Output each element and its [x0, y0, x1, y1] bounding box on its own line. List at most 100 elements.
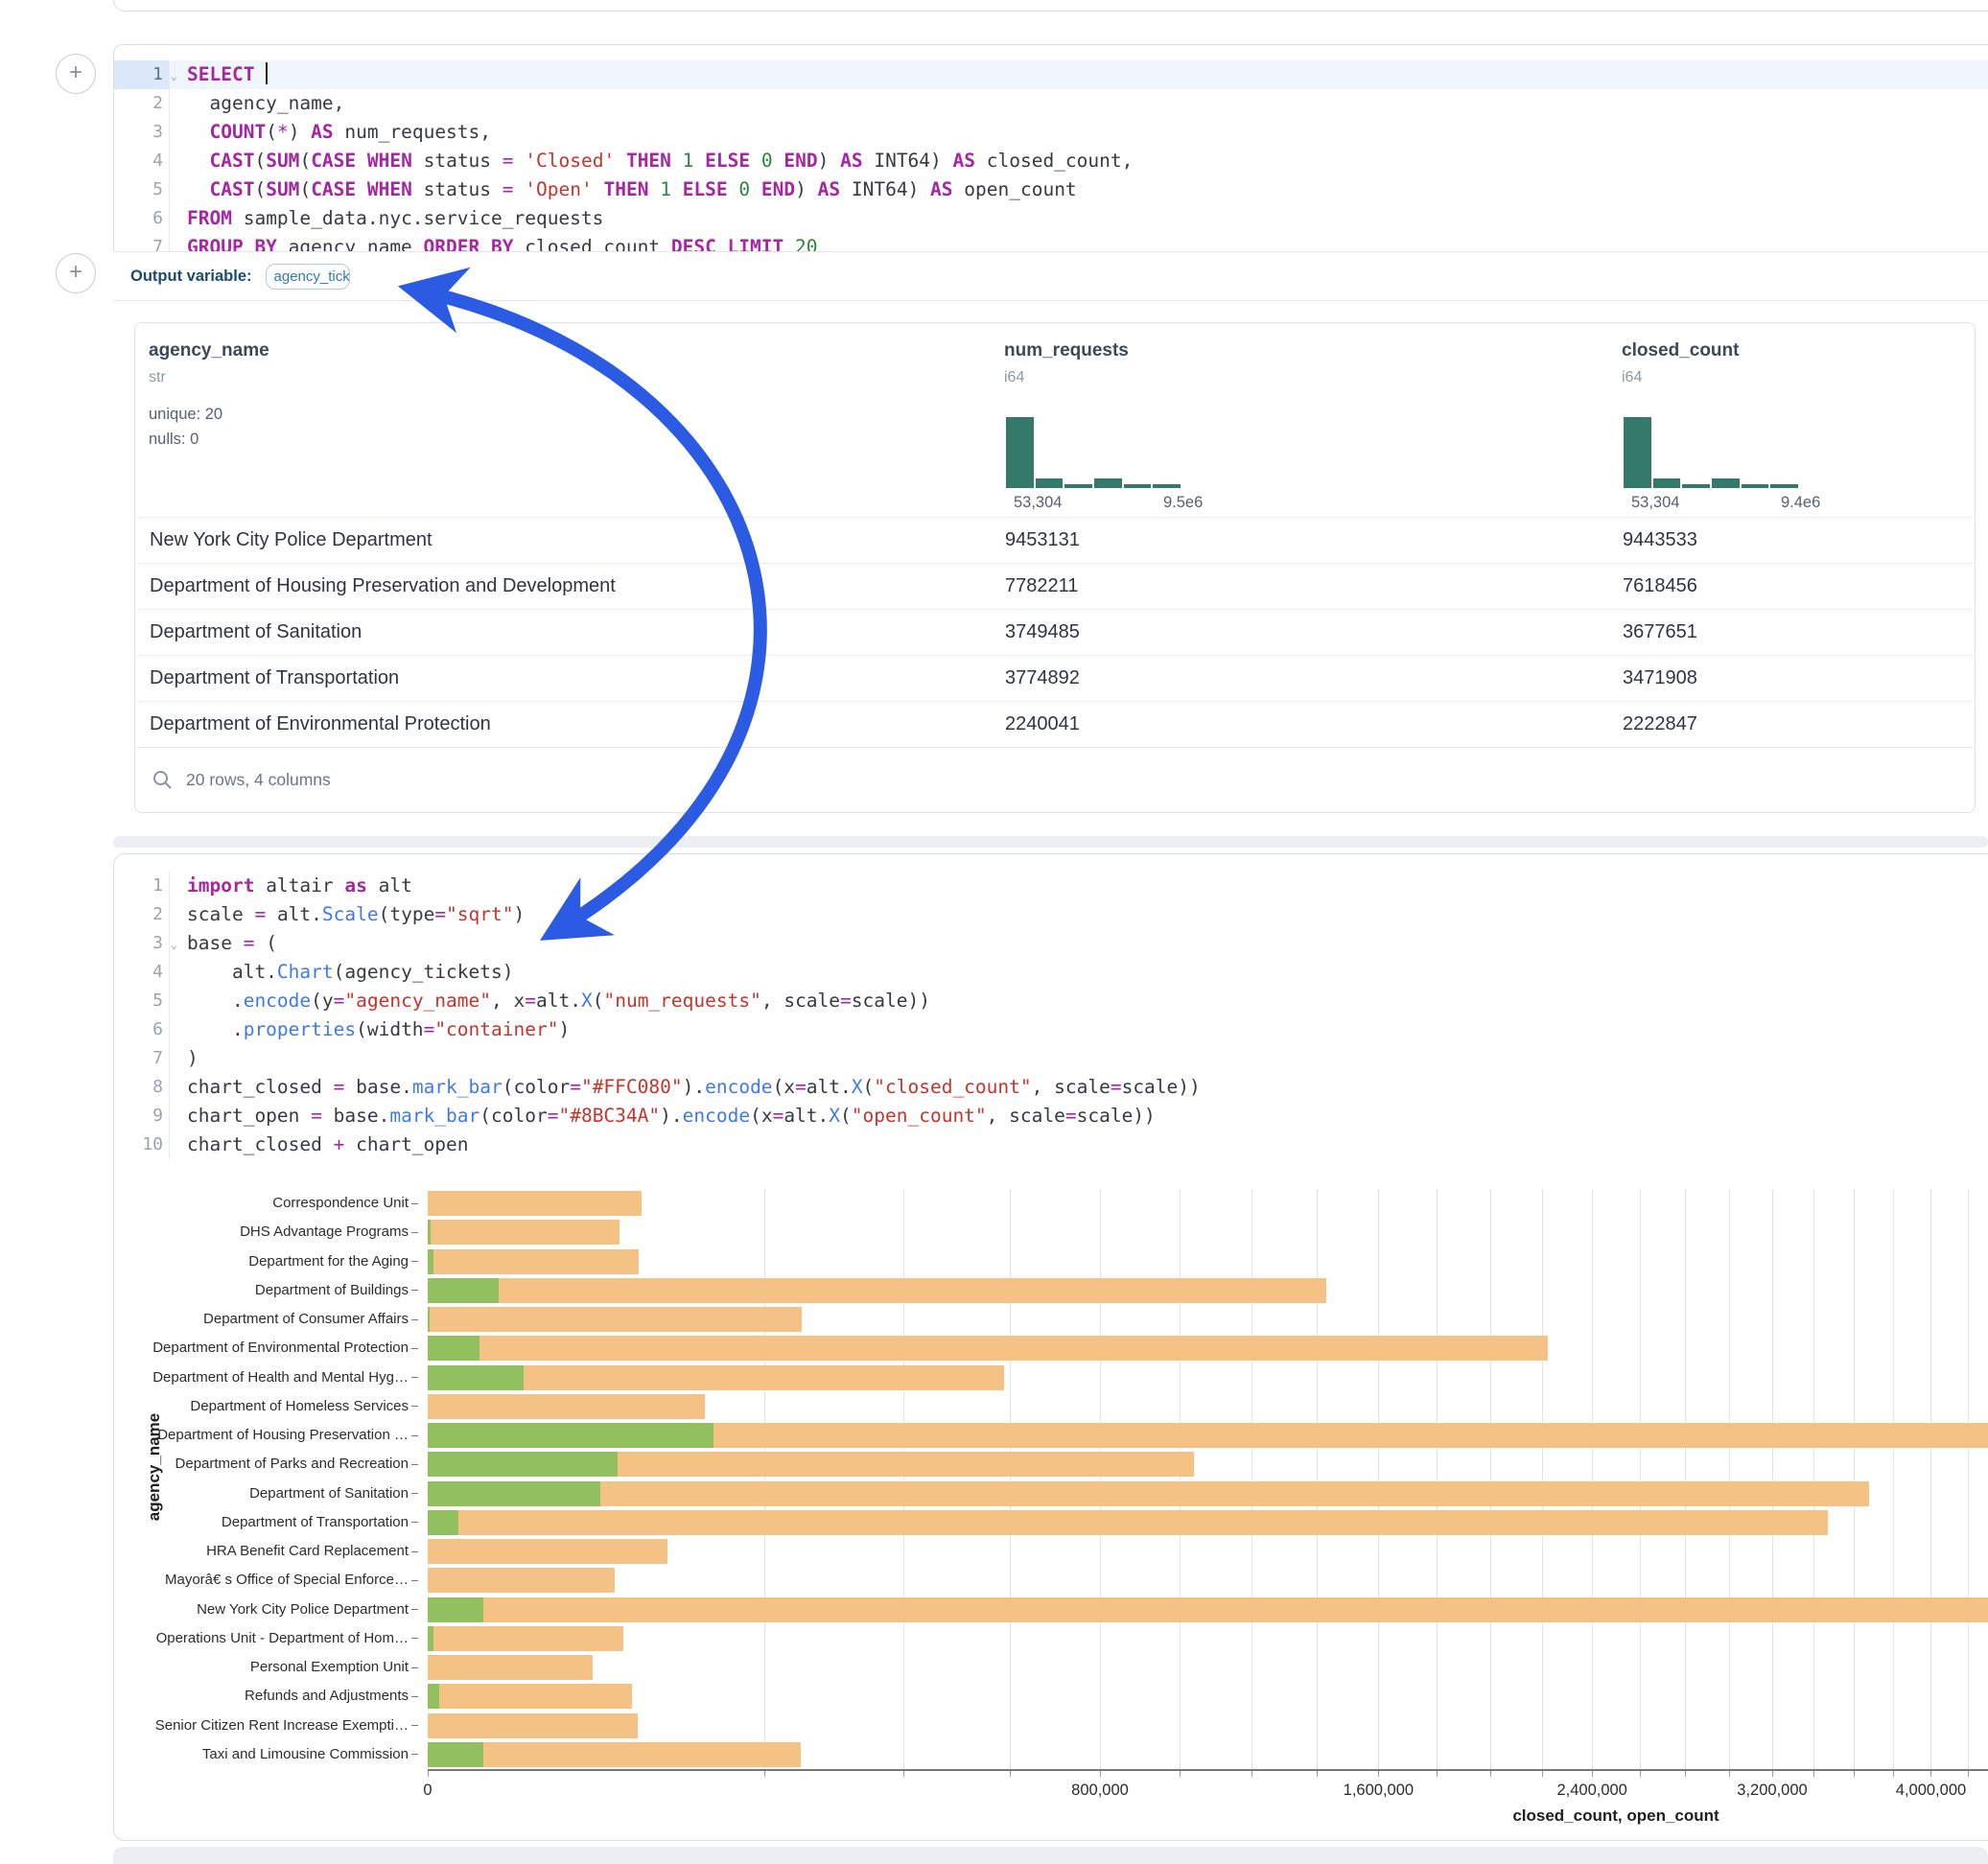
y-axis-label: Department of Health and Mental Hyg… [125, 1363, 418, 1392]
collapse-chevron-icon[interactable]: ⌄ [170, 69, 177, 82]
bar-open-count[interactable] [428, 1220, 432, 1246]
code-text: chart_open = base.mark_bar(color="#8BC34… [187, 1105, 1156, 1127]
code-line-3[interactable]: 3 COUNT(*) AS num_requests, [114, 118, 1988, 147]
gridline [1592, 1189, 1594, 1769]
bar-closed-count[interactable] [428, 1684, 633, 1710]
collapse-chevron-icon[interactable]: ⌄ [170, 938, 177, 951]
bar-closed-count[interactable] [428, 1393, 706, 1419]
x-axis-tick [1100, 1771, 1101, 1777]
code-text: agency_name, [187, 92, 345, 114]
bar-open-count[interactable] [428, 1625, 434, 1651]
bar-closed-count[interactable] [428, 1307, 802, 1333]
bar-open-count[interactable] [428, 1277, 499, 1303]
code-line-6[interactable]: 6 .properties(width="container") [114, 1015, 1988, 1044]
bar-open-count[interactable] [428, 1452, 619, 1478]
x-axis-line [428, 1769, 1988, 1771]
bar-closed-count[interactable] [428, 1191, 643, 1217]
bar-closed-count[interactable] [428, 1568, 616, 1594]
num-requests-hist-min: 53,304 [1014, 494, 1063, 511]
histogram-bar [1741, 483, 1769, 488]
bar-closed-count[interactable] [428, 1596, 1988, 1622]
gridline [1317, 1189, 1319, 1769]
code-text: chart_closed + chart_open [187, 1133, 469, 1155]
bar-open-count[interactable] [428, 1364, 524, 1390]
code-line-8[interactable]: 8 chart_closed = base.mark_bar(color="#FF… [114, 1073, 1988, 1102]
bar-closed-count[interactable] [428, 1655, 593, 1681]
gridline [1685, 1189, 1687, 1769]
bar-open-count[interactable] [428, 1684, 440, 1710]
bar-open-count[interactable] [428, 1336, 479, 1362]
code-line-5[interactable]: 5 .encode(y="agency_name", x=alt.X("num_… [114, 987, 1988, 1015]
x-axis-tick [1592, 1771, 1594, 1777]
bar-open-count[interactable] [428, 1509, 459, 1535]
line-number: 2 [114, 900, 170, 929]
bar-open-count[interactable] [428, 1596, 484, 1622]
search-icon[interactable] [152, 769, 173, 790]
cell-agency-name: New York City Police Department [150, 529, 433, 550]
add-cell-button-middle[interactable]: + [56, 253, 96, 293]
line-number: 5 [114, 175, 170, 204]
bar-closed-count[interactable] [428, 1336, 1549, 1362]
code-text: CAST(SUM(CASE WHEN status = 'Closed' THE… [209, 150, 1134, 172]
table-row[interactable]: Department of Housing Preservation and D… [136, 563, 1974, 610]
bar-closed-count[interactable] [428, 1364, 1004, 1390]
code-line-3[interactable]: 3 ⌄ base = ( [114, 929, 1988, 958]
x-axis-tick [1930, 1771, 1932, 1777]
histogram-bar [1624, 417, 1651, 488]
output-variable-pill[interactable]: agency_tickets [265, 263, 350, 290]
cell-agency-name: Department of Sanitation [150, 621, 363, 642]
column-header-closed-count[interactable]: closed_count [1622, 340, 1740, 361]
column-header-num-requests[interactable]: num_requests [1004, 340, 1129, 361]
line-number: 5 [114, 987, 170, 1015]
gridline [1892, 1189, 1894, 1769]
sql-code-editor[interactable]: 1 ⌄ SELECT 2 agency_name, 3 COUNT(*) AS num… [114, 60, 1988, 262]
bar-closed-count[interactable] [428, 1741, 801, 1767]
x-axis-tick [1378, 1771, 1380, 1777]
next-cell-edge [113, 1847, 1988, 1864]
code-line-2[interactable]: 2 scale = alt.Scale(type="sqrt") [114, 900, 1988, 929]
bar-closed-count[interactable] [428, 1480, 1869, 1506]
column-header-agency-name[interactable]: agency_name [149, 340, 269, 361]
bar-closed-count[interactable] [428, 1509, 1829, 1535]
histogram-bar [1682, 483, 1711, 488]
bar-open-count[interactable] [428, 1248, 433, 1274]
bar-closed-count[interactable] [428, 1277, 1327, 1303]
y-axis-label: Refunds and Adjustments [125, 1682, 418, 1711]
x-axis-tick [1813, 1771, 1815, 1777]
gridline [1729, 1189, 1731, 1769]
add-cell-button-top[interactable]: + [56, 54, 96, 94]
bar-closed-count[interactable] [428, 1220, 620, 1246]
code-line-10[interactable]: 10 chart_closed + chart_open [114, 1130, 1988, 1159]
x-axis-tick [1490, 1771, 1492, 1777]
code-text: chart_closed = base.mark_bar(color="#FFC… [187, 1076, 1201, 1098]
code-line-1[interactable]: 1 ⌄ SELECT [114, 60, 1988, 89]
bar-open-count[interactable] [428, 1741, 484, 1767]
x-axis-tick [1685, 1771, 1687, 1777]
bar-closed-count[interactable] [428, 1248, 640, 1274]
line-number: 3 ⌄ [114, 929, 177, 958]
bar-open-count[interactable] [428, 1480, 600, 1506]
code-line-5[interactable]: 5 CAST(SUM(CASE WHEN status = 'Open' THE… [114, 175, 1988, 204]
x-axis-tick [763, 1771, 765, 1777]
code-line-2[interactable]: 2 agency_name, [114, 89, 1988, 118]
code-line-1[interactable]: 1 import altair as alt [114, 872, 1988, 900]
code-line-7[interactable]: 7) [114, 1044, 1988, 1073]
num-requests-histogram [1006, 417, 1181, 488]
bar-open-count[interactable] [428, 1307, 431, 1333]
bar-closed-count[interactable] [428, 1625, 624, 1651]
code-line-9[interactable]: 9 chart_open = base.mark_bar(color="#8BC3… [114, 1102, 1988, 1130]
bar-closed-count[interactable] [428, 1539, 668, 1565]
table-row[interactable]: Department of Transportation 3774892 34719… [136, 655, 1974, 702]
x-axis-tick-label: 800,000 [1071, 1782, 1129, 1799]
code-line-6[interactable]: 6 FROM sample_data.nyc.service_requests [114, 204, 1988, 233]
code-line-4[interactable]: 4 CAST(SUM(CASE WHEN status = 'Closed' T… [114, 147, 1988, 175]
code-text: COUNT(*) AS num_requests, [209, 121, 492, 143]
table-row[interactable]: Department of Sanitation 3749485 3677651 [136, 609, 1974, 656]
python-code-editor[interactable]: 1 import altair as alt 2 scale = alt.Scale(… [114, 872, 1988, 1159]
bar-open-count[interactable] [428, 1423, 714, 1449]
table-row[interactable]: New York City Police Department 9453131 94… [136, 517, 1974, 564]
line-number: 2 [114, 89, 170, 118]
code-line-4[interactable]: 4 alt.Chart(agency_tickets) [114, 958, 1988, 987]
bar-closed-count[interactable] [428, 1713, 638, 1738]
table-row[interactable]: Department of Environmental Protection 22… [136, 701, 1974, 748]
